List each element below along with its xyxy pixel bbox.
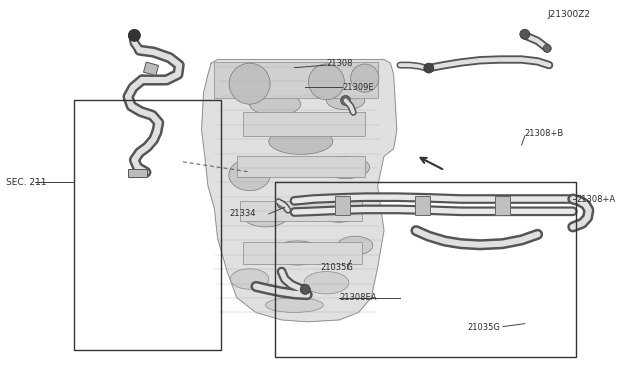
Bar (128, 169, 147, 177)
Bar (243, 242, 362, 264)
Ellipse shape (230, 269, 269, 289)
Text: 21308: 21308 (326, 59, 353, 68)
Ellipse shape (322, 156, 370, 179)
Text: 21334: 21334 (229, 209, 255, 218)
Text: 21035G: 21035G (320, 263, 353, 272)
Bar (143, 62, 159, 76)
Ellipse shape (229, 159, 271, 191)
Ellipse shape (326, 91, 365, 110)
Circle shape (300, 285, 310, 294)
Ellipse shape (250, 93, 301, 115)
Ellipse shape (269, 128, 333, 154)
Text: 21308EA: 21308EA (339, 293, 377, 302)
Text: J21300Z2: J21300Z2 (547, 10, 590, 19)
Text: 21309E: 21309E (342, 83, 374, 92)
Ellipse shape (304, 272, 349, 294)
Polygon shape (202, 60, 397, 322)
Bar (243, 112, 365, 136)
Ellipse shape (338, 236, 373, 255)
Bar (240, 201, 362, 221)
Bar (74, 100, 221, 350)
Circle shape (278, 201, 285, 209)
Text: 21308+A: 21308+A (576, 195, 615, 203)
Text: 21035G: 21035G (467, 323, 500, 332)
Circle shape (543, 44, 551, 52)
Ellipse shape (320, 202, 358, 222)
Ellipse shape (266, 298, 323, 312)
Bar (214, 62, 378, 98)
Bar (335, 196, 350, 215)
Ellipse shape (272, 241, 323, 265)
Bar (237, 156, 365, 177)
Circle shape (520, 29, 530, 39)
Bar (415, 196, 430, 215)
Bar (495, 196, 510, 215)
Circle shape (129, 29, 140, 41)
Circle shape (340, 96, 351, 105)
Circle shape (308, 64, 344, 100)
Bar (275, 182, 576, 357)
Circle shape (229, 63, 270, 104)
Circle shape (351, 64, 379, 92)
Text: SEC. 211: SEC. 211 (6, 178, 47, 187)
Text: 21308+B: 21308+B (525, 129, 564, 138)
Ellipse shape (243, 205, 288, 227)
Circle shape (424, 63, 434, 73)
